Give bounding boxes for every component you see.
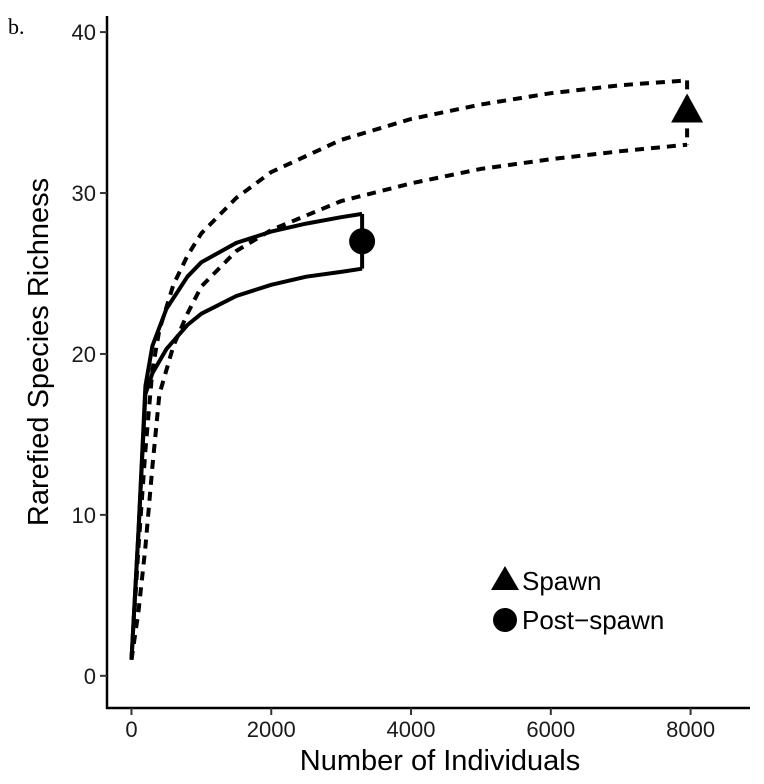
y-tick-label: 40 (72, 20, 96, 45)
post-spawn-observed-circle-marker (349, 228, 376, 255)
y-tick-label: 20 (72, 342, 96, 367)
y-tick-label: 0 (84, 664, 96, 689)
legend-label-post-spawn: Post−spawn (522, 605, 664, 635)
y-axis-ticks: 0 10 20 30 40 (72, 20, 107, 689)
x-tick-label: 4000 (387, 717, 436, 742)
x-tick-label: 8000 (666, 717, 715, 742)
spawn-upper-bound-line (129, 78, 688, 660)
post-spawn-lower-bound-line (129, 266, 363, 660)
spawn-lower-bound-line (129, 142, 688, 660)
spawn-observed-triangle-marker (671, 93, 704, 123)
legend: Spawn Post−spawn (491, 566, 664, 635)
legend-label-spawn: Spawn (522, 566, 602, 596)
x-tick-label: 2000 (247, 717, 296, 742)
series-layer (129, 78, 704, 660)
x-tick-label: 0 (125, 717, 137, 742)
y-tick-label: 30 (72, 181, 96, 206)
y-tick-label: 10 (72, 503, 96, 528)
x-axis-title: Number of Individuals (300, 745, 580, 777)
y-axis-title: Rarefied Species Richness (23, 178, 55, 526)
post-spawn-upper-bound-line (129, 211, 363, 660)
legend-triangle-marker (491, 566, 519, 590)
x-tick-label: 6000 (526, 717, 575, 742)
legend-circle-marker (493, 608, 517, 632)
x-axis-ticks: 0 2000 4000 6000 8000 (125, 708, 715, 742)
panel-label: b. (8, 14, 25, 39)
